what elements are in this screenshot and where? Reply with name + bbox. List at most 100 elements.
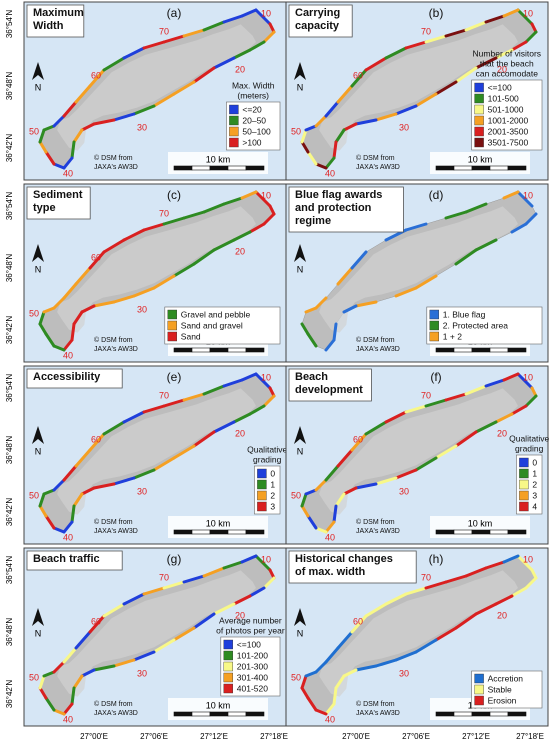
coast-segment — [306, 150, 318, 166]
coast-segment — [354, 664, 378, 672]
coast-segment — [254, 372, 272, 390]
coast-segment — [62, 520, 74, 534]
coast-segment — [182, 574, 206, 584]
scale-bar-segment — [227, 529, 247, 535]
scale-bar-segment — [209, 347, 229, 353]
coast-segment — [254, 8, 272, 26]
coast-segment — [336, 630, 354, 650]
coast-segment — [494, 594, 514, 606]
longitude-label: 27°12'E — [462, 732, 490, 741]
coast-segment — [52, 114, 66, 128]
coast-segment — [74, 84, 92, 104]
legend-label: 1 — [270, 479, 275, 489]
legend-label: 201-300 — [237, 661, 268, 671]
km-marker: 30 — [137, 122, 147, 132]
coast-segment — [414, 456, 438, 472]
km-marker: 70 — [159, 208, 169, 218]
dsm-credit: © DSM from — [94, 154, 133, 162]
legend-title: Qualitative — [247, 444, 287, 454]
legend-label: 1 — [532, 468, 537, 478]
coast-segment — [262, 576, 276, 590]
scale-bar-segment — [191, 529, 211, 535]
island-relief — [319, 206, 518, 333]
coast-segment — [62, 702, 74, 716]
coast-segment — [332, 686, 338, 706]
coast-segment — [454, 248, 478, 266]
longitude-label: 27°00'E — [80, 732, 108, 741]
scale-bar-segment — [489, 347, 509, 353]
coast-segment — [52, 296, 66, 310]
scale-label: 10 km — [206, 518, 231, 528]
coast-segment — [62, 100, 78, 118]
legend-swatch — [429, 309, 440, 320]
coast-segment — [92, 482, 116, 490]
north-label: N — [297, 628, 304, 638]
coast-segment — [112, 658, 136, 668]
coast-segment — [74, 266, 92, 286]
coast-segment — [324, 702, 336, 716]
longitude-label: 27°18'E — [260, 732, 288, 741]
island-relief — [57, 388, 256, 515]
coast-segment — [70, 686, 76, 706]
coast-segment — [464, 20, 488, 32]
legend-swatch — [223, 661, 234, 672]
island-relief — [319, 24, 518, 151]
coast-segment — [324, 520, 336, 534]
coast-segment — [474, 56, 498, 70]
scale-bar-segment — [191, 165, 211, 171]
coast-segment — [212, 420, 236, 434]
km-marker: 30 — [137, 304, 147, 314]
coast-segment — [300, 504, 310, 518]
panel-title: Blue flag awards — [295, 189, 382, 201]
coast-segment — [332, 322, 338, 342]
coast-segment — [324, 338, 336, 352]
coast-segment — [52, 162, 66, 170]
coast-segment — [332, 504, 338, 524]
km-marker: 40 — [63, 532, 73, 542]
coast-segment — [484, 560, 506, 570]
km-marker: 50 — [29, 308, 39, 318]
legend-title: grading — [515, 443, 544, 453]
scale-label: 10 km — [206, 700, 231, 710]
coast-segment — [240, 190, 258, 200]
scale-bar-segment — [435, 711, 455, 717]
title-box — [26, 4, 85, 38]
coast-segment — [102, 602, 126, 618]
legend-title: Number of visitors — [473, 48, 542, 58]
km-marker: 40 — [325, 168, 335, 178]
dsm-credit: JAXA's AW3D — [356, 528, 400, 535]
panel-title: Sediment — [33, 189, 83, 201]
panel-title: Historical changes — [295, 553, 393, 565]
island-relief — [319, 570, 518, 697]
panel-letter: (c) — [167, 188, 181, 202]
legend-swatch — [223, 639, 234, 650]
coast-segment — [524, 576, 538, 590]
north-label: N — [35, 82, 42, 92]
scale-bar-segment — [245, 347, 265, 353]
north-arrow — [32, 244, 44, 262]
panel-title: Maximum — [33, 7, 84, 19]
legend-label: Gravel and pebble — [181, 309, 251, 319]
coast-segment — [88, 432, 106, 452]
coast-segment — [300, 128, 308, 144]
island-relief — [57, 570, 256, 697]
scale-bar-segment — [245, 711, 265, 717]
legend-label: 1001-2000 — [488, 115, 529, 125]
coast-segment — [102, 56, 126, 72]
coast-segment — [202, 20, 226, 32]
km-marker: 60 — [91, 616, 101, 626]
map-panel: 10 20 30 40 50 60 70 Beach traffic (g) N © DSM fro… — [23, 547, 287, 727]
coast-segment — [52, 344, 66, 352]
legend-label: 301-400 — [237, 672, 268, 682]
legend-swatch — [519, 457, 529, 468]
scale-bar-segment — [227, 347, 247, 353]
scale-bar-segment — [191, 711, 211, 717]
legend-swatch — [474, 104, 484, 115]
coast-segment — [122, 410, 146, 424]
coast-segment — [342, 122, 358, 132]
legend-swatch — [229, 137, 239, 148]
coast-segment — [374, 476, 398, 486]
coast-segment — [132, 286, 156, 298]
panel-title: regime — [295, 215, 331, 227]
